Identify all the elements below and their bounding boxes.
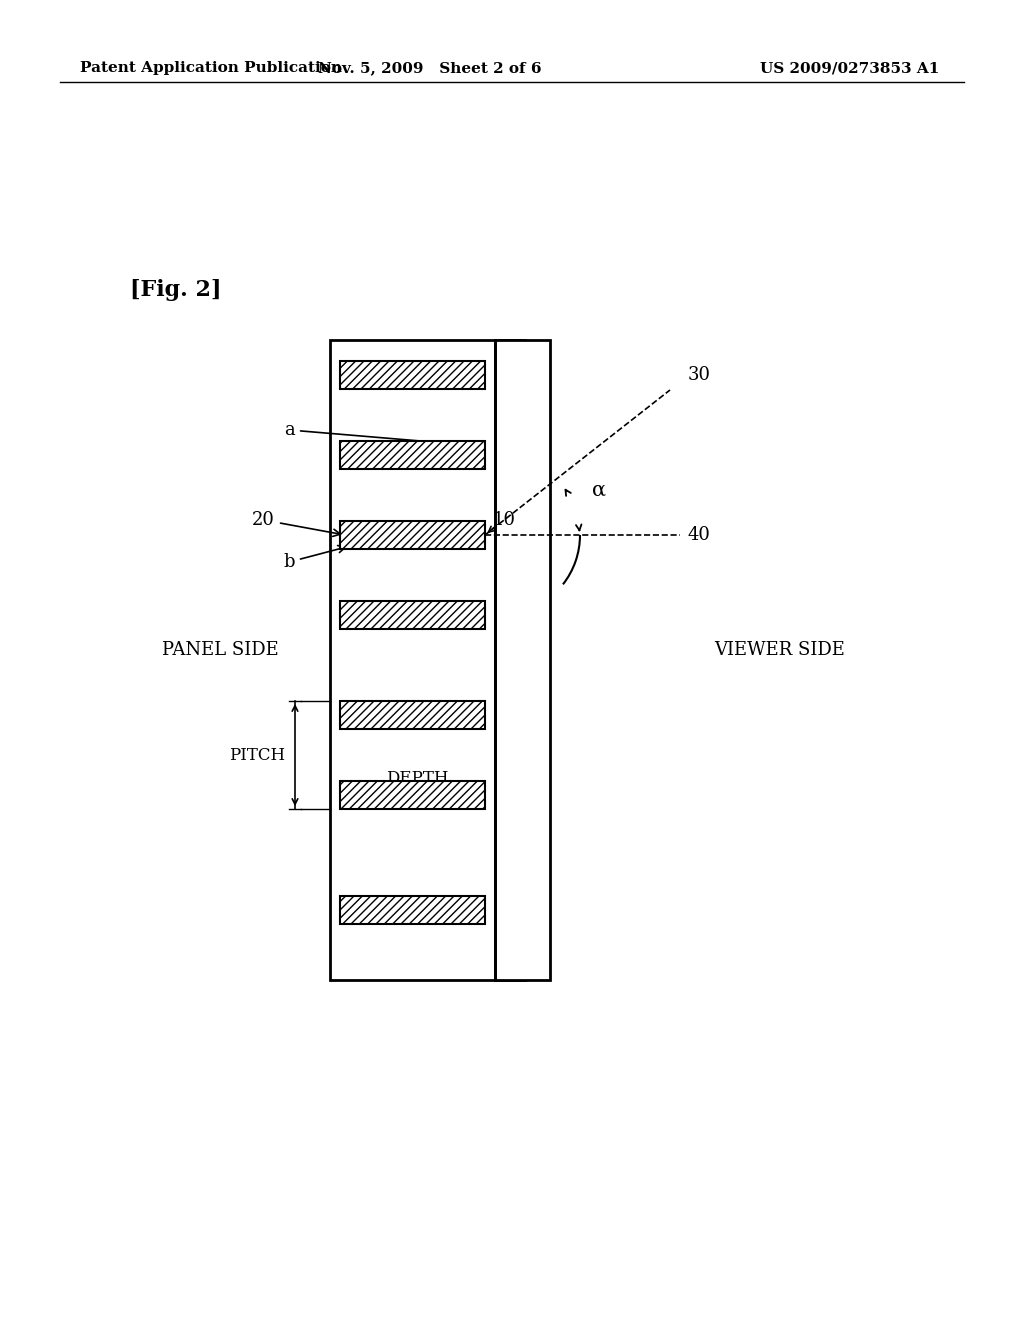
Bar xyxy=(340,521,485,549)
Text: α: α xyxy=(592,480,606,499)
Text: DEPTH: DEPTH xyxy=(386,770,449,787)
Bar xyxy=(330,341,525,979)
Text: [Fig. 2]: [Fig. 2] xyxy=(130,279,221,301)
Bar xyxy=(340,896,485,924)
Bar xyxy=(340,781,485,809)
Text: 30: 30 xyxy=(688,366,711,384)
Text: 40: 40 xyxy=(688,525,711,544)
Text: 20: 20 xyxy=(252,511,340,536)
Text: b: b xyxy=(284,545,345,572)
Bar xyxy=(340,781,485,809)
Bar xyxy=(495,341,550,979)
Text: PANEL SIDE: PANEL SIDE xyxy=(162,642,279,659)
Text: Nov. 5, 2009   Sheet 2 of 6: Nov. 5, 2009 Sheet 2 of 6 xyxy=(318,61,542,75)
Bar xyxy=(340,701,485,729)
Text: VIEWER SIDE: VIEWER SIDE xyxy=(715,642,846,659)
Bar xyxy=(340,441,485,469)
Bar xyxy=(340,601,485,630)
Text: Patent Application Publication: Patent Application Publication xyxy=(80,61,342,75)
Text: 10: 10 xyxy=(493,511,516,529)
Text: a: a xyxy=(285,421,475,449)
Text: US 2009/0273853 A1: US 2009/0273853 A1 xyxy=(760,61,939,75)
Bar xyxy=(340,360,485,389)
Text: PITCH: PITCH xyxy=(229,747,285,763)
